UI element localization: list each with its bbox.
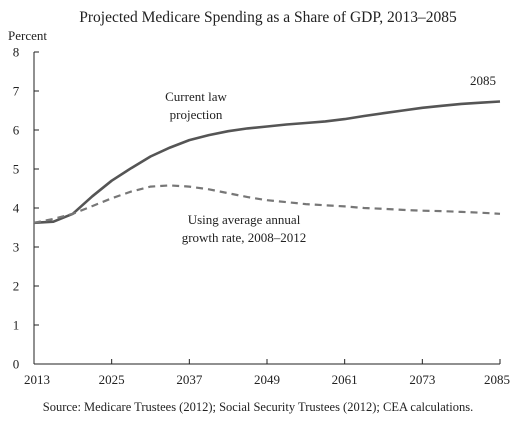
annotation-average-growth-line2: growth rate, 2008–2012 bbox=[182, 230, 307, 245]
x-axis: 2013 2025 2037 2049 2061 2073 2085 bbox=[24, 359, 510, 387]
x-tick-label: 2013 bbox=[24, 372, 50, 387]
y-tick-label: 5 bbox=[13, 162, 20, 177]
y-axis-label: Percent bbox=[8, 28, 47, 43]
annotation-2085: 2085 bbox=[470, 73, 496, 88]
x-tick-label: 2037 bbox=[176, 372, 203, 387]
source-note: Source: Medicare Trustees (2012); Social… bbox=[43, 400, 474, 414]
y-tick-label: 2 bbox=[13, 279, 20, 294]
annotation-average-growth-line1: Using average annual bbox=[188, 212, 301, 227]
y-axis: 0 1 2 3 4 5 6 7 8 bbox=[13, 45, 39, 372]
series-line-current-law bbox=[33, 100, 501, 225]
y-tick-label: 8 bbox=[13, 45, 20, 60]
annotation-current-law-line2: projection bbox=[170, 107, 223, 122]
plot-lines bbox=[33, 100, 501, 225]
x-tick-label: 2025 bbox=[99, 372, 125, 387]
y-tick-label: 4 bbox=[13, 201, 20, 216]
chart-title: Projected Medicare Spending as a Share o… bbox=[79, 9, 457, 26]
y-tick-label: 7 bbox=[13, 84, 20, 99]
y-tick-label: 6 bbox=[13, 123, 20, 138]
y-tick-label: 3 bbox=[13, 240, 20, 255]
annotation-current-law-line1: Current law bbox=[165, 89, 227, 104]
x-tick-label: 2085 bbox=[484, 372, 510, 387]
y-tick-label: 1 bbox=[13, 318, 20, 333]
x-tick-label: 2049 bbox=[254, 372, 280, 387]
x-tick-label: 2073 bbox=[409, 372, 435, 387]
series-line-average-growth bbox=[33, 184, 501, 224]
y-tick-label: 0 bbox=[13, 357, 20, 372]
x-tick-label: 2061 bbox=[332, 372, 358, 387]
